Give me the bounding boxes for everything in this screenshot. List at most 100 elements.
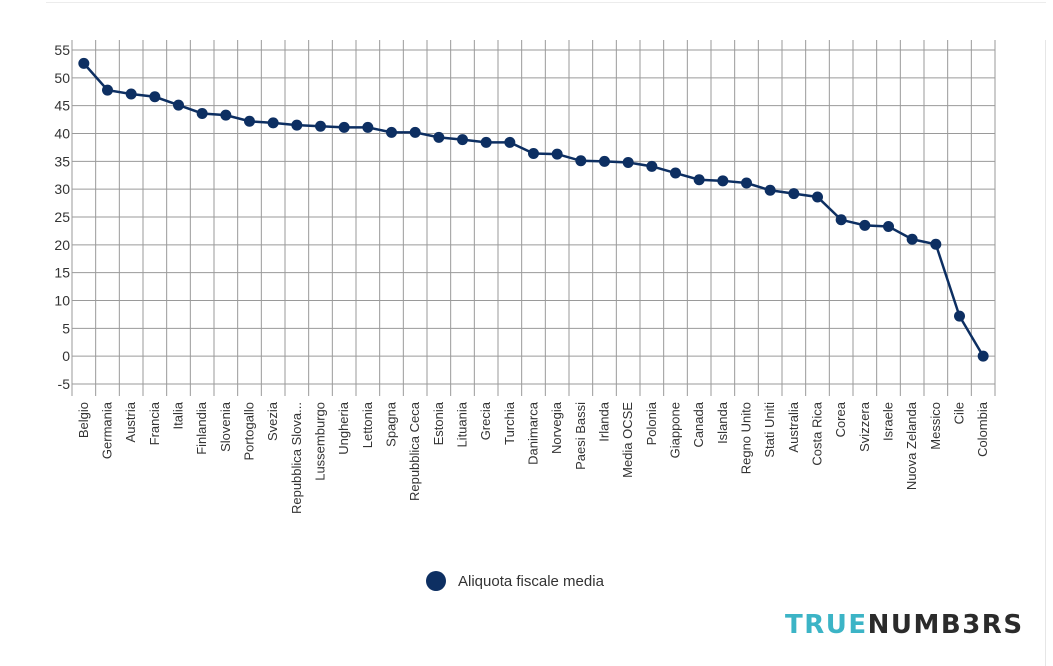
data-point[interactable] bbox=[788, 188, 800, 200]
x-tick-label: Norvegia bbox=[549, 401, 564, 454]
data-point[interactable] bbox=[528, 148, 539, 160]
x-tick-label: Paesi Bassi bbox=[573, 402, 588, 470]
x-tick-label: Ungheria bbox=[336, 401, 351, 455]
x-tick-label: Lettonia bbox=[360, 401, 375, 448]
y-tick-label: 55 bbox=[54, 42, 70, 58]
data-point[interactable] bbox=[291, 119, 303, 131]
data-point[interactable] bbox=[906, 233, 918, 245]
x-tick-label: Regno Unito bbox=[739, 402, 754, 474]
y-tick-label: 30 bbox=[54, 181, 70, 197]
data-point[interactable] bbox=[646, 160, 658, 172]
data-point[interactable] bbox=[244, 115, 255, 127]
data-point[interactable] bbox=[670, 167, 681, 179]
data-point[interactable] bbox=[954, 310, 965, 322]
data-point[interactable] bbox=[741, 177, 752, 189]
x-tick-label: Israele bbox=[881, 402, 896, 441]
data-point[interactable] bbox=[622, 156, 634, 168]
data-point[interactable] bbox=[883, 220, 894, 232]
x-tick-label: Polonia bbox=[644, 401, 659, 445]
y-tick-label: 45 bbox=[54, 98, 70, 114]
x-tick-label: Francia bbox=[147, 401, 162, 445]
x-tick-label: Grecia bbox=[478, 401, 493, 440]
data-point[interactable] bbox=[102, 84, 113, 96]
brand-logo-part1: TRUE bbox=[785, 610, 868, 640]
data-point[interactable] bbox=[977, 350, 989, 362]
legend[interactable]: Aliquota fiscale media bbox=[426, 571, 604, 591]
y-tick-label: 25 bbox=[54, 209, 70, 225]
data-point[interactable] bbox=[315, 120, 326, 132]
data-point[interactable] bbox=[551, 148, 563, 160]
x-tick-label: Irlanda bbox=[597, 401, 612, 442]
data-point[interactable] bbox=[78, 57, 90, 69]
x-tick-label: Messico bbox=[928, 402, 943, 450]
x-tick-label: Repubblica Slova... bbox=[289, 402, 304, 514]
data-point[interactable] bbox=[433, 131, 445, 143]
y-tick-label: 5 bbox=[62, 320, 70, 336]
data-point[interactable] bbox=[386, 126, 397, 138]
data-point[interactable] bbox=[575, 155, 587, 167]
x-tick-label: Slovenia bbox=[218, 401, 233, 452]
x-tick-label: Lussemburgo bbox=[313, 402, 328, 481]
data-point[interactable] bbox=[409, 126, 421, 138]
data-point[interactable] bbox=[267, 117, 279, 129]
x-tick-label: Finlandia bbox=[194, 401, 209, 455]
series-line bbox=[82, 62, 985, 357]
x-tick-label: Cile bbox=[952, 402, 967, 424]
data-point[interactable] bbox=[480, 136, 492, 148]
chart-grid bbox=[71, 40, 996, 396]
data-point[interactable] bbox=[599, 155, 610, 167]
brand-logo-part2: NUMB3RS bbox=[867, 610, 1024, 640]
x-tick-label: Svezia bbox=[265, 401, 280, 441]
data-point[interactable] bbox=[930, 238, 942, 250]
data-point[interactable] bbox=[149, 91, 161, 103]
x-tick-label: Nuova Zelanda bbox=[904, 401, 919, 490]
data-point[interactable] bbox=[338, 121, 350, 133]
data-point[interactable] bbox=[764, 184, 776, 196]
right-divider bbox=[1045, 40, 1046, 666]
x-tick-label: Svizzera bbox=[857, 401, 872, 452]
x-tick-label: Portogallo bbox=[242, 402, 257, 461]
x-tick-label: Islanda bbox=[715, 401, 730, 444]
x-tick-label: Danimarca bbox=[526, 401, 541, 465]
x-tick-label: Costa Rica bbox=[810, 401, 825, 465]
x-tick-label: Colombia bbox=[975, 401, 990, 457]
data-point[interactable] bbox=[457, 134, 468, 146]
y-tick-label: 40 bbox=[54, 126, 70, 142]
top-divider bbox=[46, 2, 1046, 3]
data-point[interactable] bbox=[125, 88, 137, 100]
data-point[interactable] bbox=[859, 219, 871, 231]
data-point[interactable] bbox=[504, 136, 516, 148]
x-tick-label: Media OCSE bbox=[620, 402, 635, 478]
data-point[interactable] bbox=[196, 107, 208, 119]
data-point[interactable] bbox=[717, 175, 729, 187]
x-tick-label: Spagna bbox=[384, 401, 399, 447]
data-point[interactable] bbox=[220, 109, 232, 121]
legend-marker bbox=[426, 571, 446, 591]
x-tick-label: Austria bbox=[123, 401, 138, 442]
y-tick-label: 20 bbox=[54, 237, 70, 253]
x-axis-ticks: Belgio Germania Austria Francia Italia Finlan… bbox=[76, 401, 990, 514]
x-tick-label: Stati Uniti bbox=[762, 402, 777, 458]
x-tick-label: Italia bbox=[171, 401, 186, 429]
y-tick-label: -5 bbox=[58, 376, 71, 392]
x-tick-label: Giappone bbox=[668, 402, 683, 458]
series-points bbox=[78, 57, 989, 362]
y-tick-label: 10 bbox=[54, 293, 70, 309]
data-point[interactable] bbox=[835, 214, 847, 226]
brand-logo: TRUENUMB3RS bbox=[785, 610, 1024, 640]
x-tick-label: Repubblica Ceca bbox=[407, 401, 422, 501]
y-tick-label: 50 bbox=[54, 70, 70, 86]
x-tick-label: Canada bbox=[691, 401, 706, 447]
data-point[interactable] bbox=[693, 174, 705, 186]
x-tick-label: Australia bbox=[786, 401, 801, 452]
y-tick-label: 0 bbox=[62, 348, 70, 364]
x-tick-label: Lituania bbox=[455, 401, 470, 447]
y-tick-label: 15 bbox=[54, 265, 70, 281]
data-point[interactable] bbox=[173, 99, 184, 111]
x-tick-label: Corea bbox=[833, 401, 848, 437]
x-tick-label: Turchia bbox=[502, 401, 517, 445]
data-point[interactable] bbox=[812, 191, 823, 203]
data-point[interactable] bbox=[362, 121, 374, 133]
